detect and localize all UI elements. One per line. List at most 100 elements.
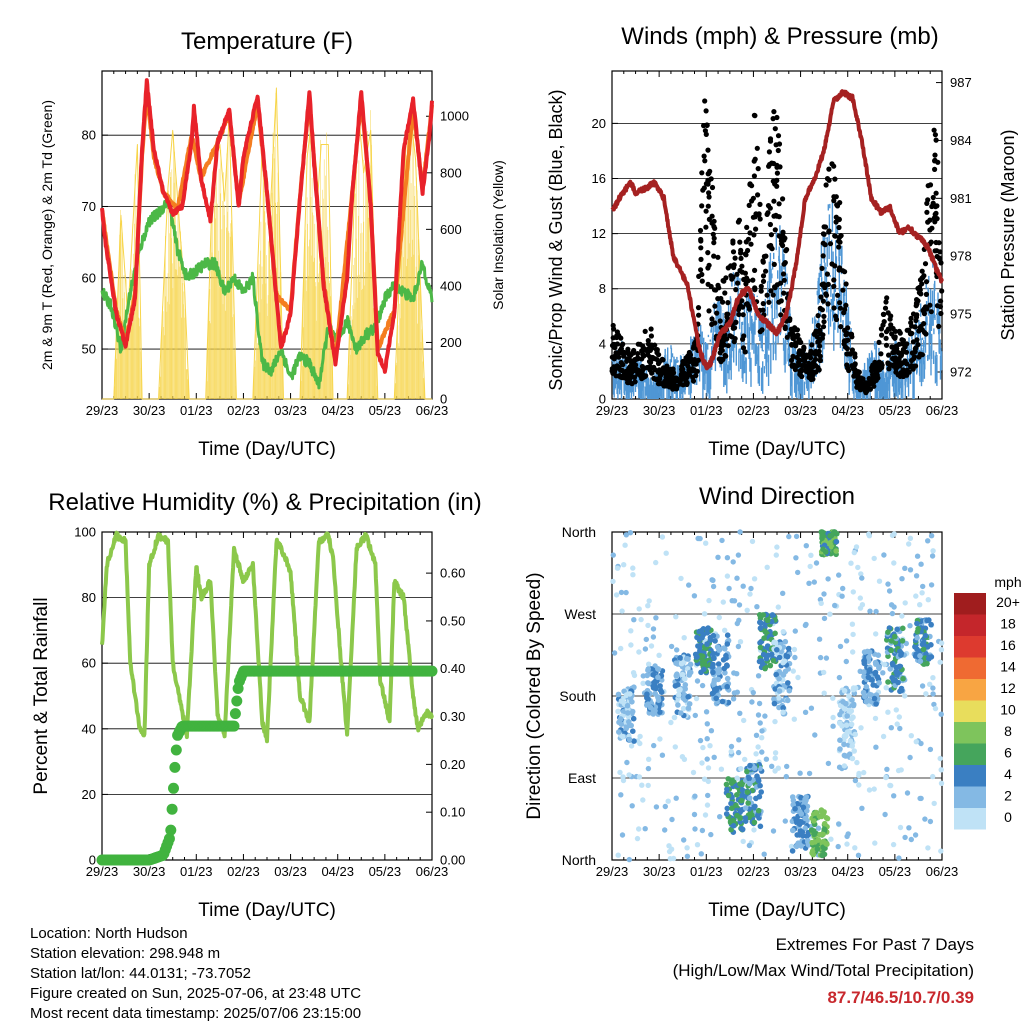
gust-point: [833, 194, 839, 200]
gust-point: [889, 331, 895, 337]
direction-point: [642, 826, 648, 832]
direction-point: [737, 529, 743, 535]
gust-point: [763, 268, 769, 274]
gust-point: [776, 299, 782, 305]
gust-point: [718, 342, 724, 348]
gust-point: [699, 278, 705, 284]
direction-point: [772, 718, 778, 725]
gust-point: [618, 360, 624, 366]
x-tick-label: 05/23: [879, 864, 912, 879]
temp-xlabel: Time (Day/UTC): [198, 439, 336, 460]
direction-point: [821, 615, 828, 622]
direction-point: [737, 710, 743, 716]
gust-point: [799, 373, 805, 380]
direction-point: [618, 589, 625, 596]
direction-point: [708, 831, 714, 838]
gust-point: [807, 355, 814, 361]
gust-point: [821, 319, 827, 325]
gust-point: [626, 377, 633, 383]
gust-point: [898, 353, 904, 359]
direction-point: [759, 735, 765, 741]
gust-point: [698, 256, 704, 262]
gust-point: [627, 371, 633, 377]
gust-point: [857, 375, 864, 381]
direction-point: [912, 644, 918, 650]
direction-point: [721, 665, 728, 672]
direction-point: [855, 564, 861, 571]
direction-point: [866, 787, 873, 793]
gust-point: [872, 359, 878, 365]
direction-point: [693, 695, 700, 702]
direction-point: [809, 839, 815, 846]
direction-point: [811, 579, 817, 585]
gust-point: [723, 275, 729, 281]
direction-point: [833, 548, 839, 554]
direction-point: [719, 537, 725, 544]
gust-point: [923, 279, 930, 285]
direction-point: [825, 576, 831, 582]
gust-point: [657, 376, 663, 382]
direction-point: [686, 701, 693, 707]
gust-point: [760, 278, 767, 284]
direction-point: [797, 770, 803, 776]
gust-point: [679, 363, 685, 369]
colorbar-label: 4: [1004, 766, 1012, 782]
gust-point: [913, 345, 919, 351]
gust-point: [913, 317, 919, 324]
gust-point: [915, 285, 921, 291]
direction-point: [850, 714, 856, 720]
direction-point: [896, 714, 902, 720]
direction-point: [885, 629, 891, 635]
gust-point: [799, 367, 805, 373]
x-tick-label: 29/23: [596, 864, 629, 879]
direction-point: [722, 627, 728, 633]
direction-point: [819, 808, 825, 815]
direction-point: [798, 843, 804, 849]
direction-point: [658, 689, 665, 695]
gust-point: [914, 301, 920, 307]
gust-point: [691, 343, 697, 349]
gust-point: [884, 295, 890, 301]
gust-point: [651, 375, 657, 381]
temp-title: Temperature (F): [180, 28, 354, 55]
gust-point: [782, 325, 788, 332]
gust-point: [711, 218, 717, 224]
direction-point: [750, 689, 756, 696]
x-tick-label: 04/23: [831, 403, 864, 418]
direction-point: [629, 699, 635, 705]
precip-point: [168, 782, 179, 794]
gust-point: [674, 376, 680, 382]
gust-point: [934, 203, 940, 209]
gust-point: [788, 357, 795, 363]
direction-point: [908, 733, 914, 739]
gust-point: [610, 335, 616, 341]
x-tick-label: 03/23: [784, 403, 817, 418]
gust-point: [806, 374, 812, 380]
y2-tick-label: 200: [440, 335, 462, 350]
gust-point: [837, 305, 844, 311]
direction-point: [645, 622, 651, 629]
precip-point: [426, 665, 438, 677]
gust-point: [829, 261, 835, 267]
direction-point: [780, 629, 786, 635]
gust-point: [771, 198, 777, 204]
direction-point: [771, 700, 778, 707]
direction-point: [876, 578, 883, 584]
gust-point: [690, 357, 697, 363]
direction-point: [841, 705, 848, 712]
direction-point: [717, 814, 723, 820]
gust-point: [628, 358, 634, 364]
direction-point: [805, 837, 811, 844]
direction-point: [780, 672, 787, 678]
direction-point: [919, 590, 925, 596]
gust-point: [780, 229, 786, 235]
direction-point: [780, 705, 786, 711]
direction-point: [676, 692, 682, 698]
direction-point: [795, 569, 801, 576]
direction-point: [724, 683, 730, 690]
direction-point: [899, 613, 905, 619]
winds-xlabel: Time (Day/UTC): [708, 439, 846, 460]
gust-point: [916, 290, 923, 296]
direction-point: [747, 762, 753, 769]
gust-point: [869, 364, 875, 370]
